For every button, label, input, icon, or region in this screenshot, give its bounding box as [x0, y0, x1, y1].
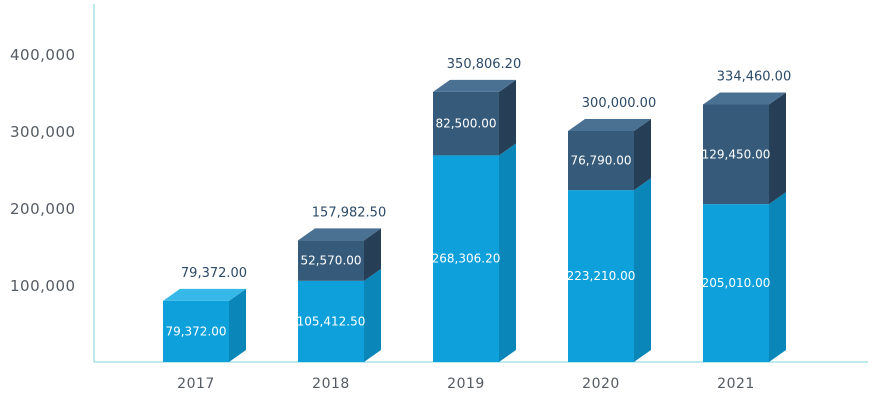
x-tick-label: 2019: [447, 376, 485, 392]
x-tick-label: 2021: [717, 376, 755, 392]
bar-segment-side: [769, 92, 786, 205]
bar-total-label: 350,806.20: [447, 57, 521, 72]
bar-value-label: 52,570.00: [300, 254, 361, 268]
bar-segment-top: [163, 288, 246, 301]
bar-total-label: 157,982.50: [312, 205, 386, 220]
bar-segment-front: [703, 104, 769, 205]
bar-segment-top: [568, 119, 651, 131]
y-tick-label: 300,000: [10, 123, 76, 141]
bar-total-label: 334,460.00: [717, 69, 791, 84]
bar-segment-side: [634, 178, 651, 362]
bar-value-label: 223,210.00: [567, 269, 636, 283]
bar-segment-side: [499, 143, 516, 362]
bar-total-label: 300,000.00: [582, 96, 656, 111]
bar-segment-top: [433, 79, 516, 92]
y-tick-label: 200,000: [10, 200, 76, 218]
bar-segment-front: [163, 300, 229, 362]
bar-segment-side: [364, 268, 381, 362]
x-tick-label: 2017: [177, 376, 215, 392]
x-tick-label: 2018: [312, 376, 350, 392]
bar-segment-front: [433, 91, 499, 156]
bar-segment-front: [703, 204, 769, 362]
bar-segment-side: [364, 228, 381, 281]
bar-value-label: 76,790.00: [570, 154, 631, 168]
y-tick-label: 100,000: [10, 277, 76, 295]
bar-segment-side: [499, 79, 516, 156]
bar-segment-side: [769, 192, 786, 362]
bar-segment-top: [703, 92, 786, 105]
bar-segment-side: [634, 119, 651, 191]
bar-value-label: 105,412.50: [297, 314, 366, 328]
bar-segment-front: [298, 280, 364, 362]
bar-value-label: 82,500.00: [435, 117, 496, 131]
bar-segment-front: [298, 240, 364, 281]
bar-value-label: 129,450.00: [702, 147, 771, 161]
y-tick-label: 400,000: [10, 46, 76, 64]
x-tick-label: 2020: [582, 376, 620, 392]
bar-segment-top: [298, 228, 381, 241]
bar-segment-front: [433, 155, 499, 362]
bar-value-label: 79,372.00: [165, 324, 226, 338]
bar-segment-side: [229, 288, 246, 362]
bar-total-label: 79,372.00: [181, 266, 247, 281]
bar-segment-front: [568, 190, 634, 362]
bar-value-label: 205,010.00: [702, 276, 771, 290]
bar-value-label: 268,306.20: [432, 252, 501, 266]
bar-segment-front: [568, 131, 634, 191]
